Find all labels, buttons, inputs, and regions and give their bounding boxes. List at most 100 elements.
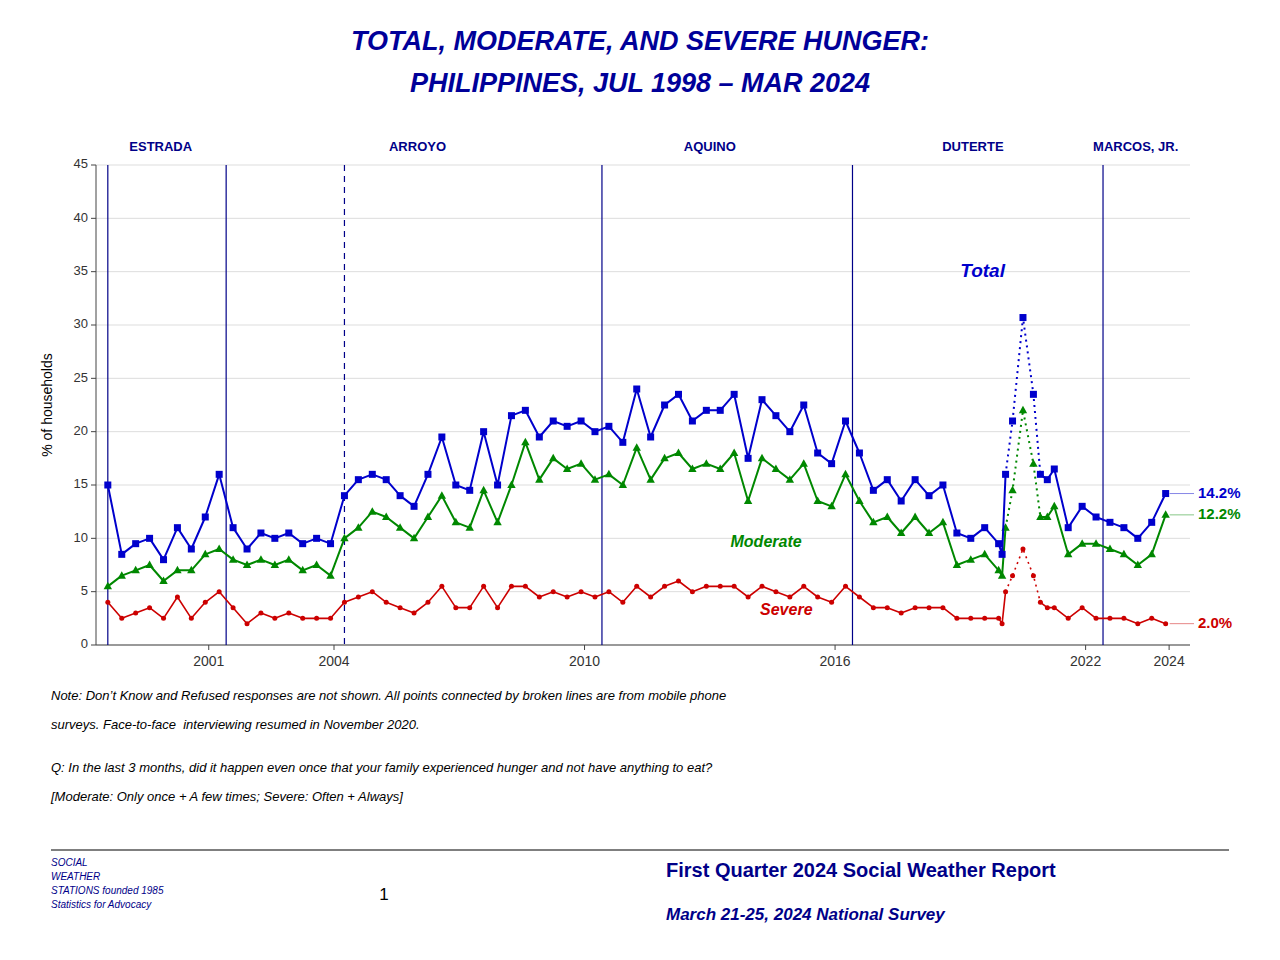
point [187, 566, 195, 574]
y-tick [91, 271, 96, 272]
point [438, 491, 446, 499]
point [1107, 616, 1112, 621]
point [980, 550, 988, 558]
point [257, 555, 265, 563]
point [285, 555, 293, 563]
point [661, 402, 668, 409]
logo-text: WEATHER [51, 871, 100, 882]
footer-report: First Quarter 2024 Social Weather Report [666, 859, 1056, 881]
point [897, 529, 905, 537]
point [549, 454, 557, 462]
point [981, 524, 988, 531]
note: surveys. Face-to-face interviewing resum… [51, 717, 420, 732]
series-line [1040, 506, 1165, 565]
point [1052, 605, 1057, 610]
reference-line [1102, 165, 1103, 645]
y-tick [91, 431, 96, 432]
point [563, 465, 571, 473]
point [857, 595, 862, 600]
point [313, 535, 320, 542]
point [730, 449, 738, 457]
point [1031, 573, 1036, 578]
point [146, 535, 153, 542]
point [1078, 539, 1086, 547]
point [105, 600, 110, 605]
grid-line [96, 271, 1190, 272]
grid-line [96, 645, 1190, 646]
y-tick-label: 45 [74, 156, 88, 171]
point [466, 523, 474, 531]
point [772, 465, 780, 473]
point [800, 459, 808, 467]
x-tick [1169, 645, 1170, 650]
y-tick [91, 165, 96, 166]
point [591, 428, 598, 435]
point [967, 555, 975, 563]
point [996, 616, 1001, 621]
point [314, 616, 319, 621]
point [328, 616, 333, 621]
point [480, 428, 487, 435]
point [759, 396, 766, 403]
point [1019, 406, 1027, 414]
reference-line [107, 165, 108, 645]
point [772, 412, 779, 419]
y-axis-label: % of households [39, 353, 55, 457]
point [495, 605, 500, 610]
logo-text: Statistics for Advocacy [51, 899, 152, 910]
point [898, 498, 905, 505]
point [912, 476, 919, 483]
point [1134, 561, 1142, 569]
point [564, 423, 571, 430]
point [481, 584, 486, 589]
point [1120, 524, 1127, 531]
point [535, 475, 543, 483]
point [466, 487, 473, 494]
point [787, 595, 792, 600]
end-label: 12.2% [1198, 505, 1241, 522]
note: [Moderate: Only once + A few times; Seve… [50, 789, 403, 804]
point [203, 600, 208, 605]
point [1050, 502, 1058, 510]
y-tick [91, 645, 96, 646]
subtitle: PHILIPPINES, JUL 1998 – MAR 2024 [410, 68, 870, 98]
point [1003, 589, 1008, 594]
point [299, 540, 306, 547]
point [1020, 547, 1025, 552]
point [1079, 503, 1086, 510]
point [579, 589, 584, 594]
point [786, 428, 793, 435]
point [578, 418, 585, 425]
point [356, 595, 361, 600]
point [340, 534, 348, 542]
point [424, 471, 431, 478]
x-axis-line [96, 645, 1190, 646]
series-label: Total [960, 260, 1005, 281]
point [244, 546, 251, 553]
point [855, 497, 863, 505]
point [1148, 519, 1155, 526]
grid-line [96, 431, 1190, 432]
point [383, 476, 390, 483]
point [1161, 510, 1169, 517]
chart: TOTAL, MODERATE, AND SEVERE HUNGER:PHILI… [0, 0, 1280, 960]
point [467, 605, 472, 610]
president-label: DUTERTE [942, 139, 1004, 154]
point [188, 546, 195, 553]
point [660, 454, 668, 462]
point [606, 589, 611, 594]
point [479, 486, 487, 494]
end-label-leader [1170, 514, 1194, 515]
axes: 0510152025303540452001200420102016202220… [39, 156, 1190, 669]
point [1106, 545, 1114, 553]
x-tick-label: 2010 [569, 653, 600, 669]
logo-text: SOCIAL [51, 857, 88, 868]
point [591, 475, 599, 483]
x-tick [835, 645, 836, 650]
point [870, 487, 877, 494]
point [869, 518, 877, 526]
point [312, 561, 320, 569]
point [592, 595, 597, 600]
point [648, 595, 653, 600]
point [939, 518, 947, 526]
